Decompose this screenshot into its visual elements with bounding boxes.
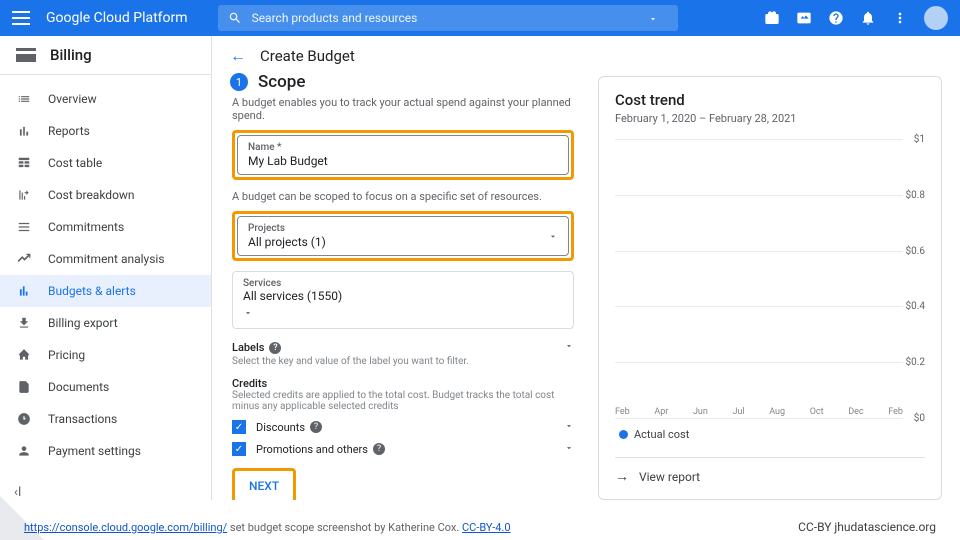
nav-pricing[interactable]: Pricing [0, 339, 211, 371]
legend-label: Actual cost [634, 428, 689, 441]
search-box[interactable] [218, 5, 678, 31]
nav-documents[interactable]: Documents [0, 371, 211, 403]
page-title: Create Budget [260, 47, 355, 65]
nav-budgets-alerts[interactable]: Budgets & alerts [0, 275, 211, 307]
scope-title: Scope [258, 72, 305, 92]
view-report-link[interactable]: → View report [615, 457, 925, 485]
services-dropdown[interactable]: Services All services (1550) [232, 271, 574, 329]
chart-title: Cost trend [615, 91, 925, 109]
nav-commitment-analysis[interactable]: Commitment analysis [0, 243, 211, 275]
sidebar-header: Billing [0, 36, 211, 75]
top-icons [764, 6, 948, 30]
services-value: All services (1550) [243, 289, 563, 303]
help-icon[interactable]: ? [373, 443, 385, 455]
menu-icon[interactable] [12, 11, 30, 25]
search-dropdown-icon[interactable] [648, 9, 668, 28]
next-button[interactable]: NEXT [237, 473, 291, 499]
chevron-down-icon [564, 443, 574, 456]
name-field-highlight: Name * My Lab Budget [232, 130, 574, 180]
footer-caption: set budget scope screenshot by Katherine… [230, 521, 462, 534]
cost-trend-panel: Cost trend February 1, 2020 – February 2… [598, 76, 942, 500]
search-icon [228, 11, 242, 25]
name-field[interactable]: Name * My Lab Budget [237, 135, 569, 175]
chevron-down-icon [564, 341, 574, 354]
bell-icon[interactable] [860, 10, 876, 26]
nav-payment-settings[interactable]: Payment settings [0, 435, 211, 467]
credit-discounts-label: Discounts [256, 421, 305, 434]
projects-dropdown[interactable]: Projects All projects (1) [237, 216, 569, 256]
credits-label: Credits [232, 377, 267, 390]
nav-transactions[interactable]: Transactions [0, 403, 211, 435]
legend-dot [619, 430, 628, 439]
footer-license[interactable]: CC-BY-4.0 [462, 521, 511, 534]
scope-desc1: A budget enables you to track your actua… [232, 96, 574, 122]
credit-discounts-row[interactable]: Discounts ? [232, 416, 574, 438]
help-icon[interactable]: ? [310, 421, 322, 433]
nav-cost-table[interactable]: Cost table [0, 147, 211, 179]
step-number: 1 [230, 73, 248, 91]
footer-attrib: CC-BY jhudatascience.org [798, 520, 936, 534]
avatar[interactable] [924, 6, 948, 30]
chart-range: February 1, 2020 – February 28, 2021 [615, 112, 925, 125]
scope-panel: 1 Scope A budget enables you to track yo… [230, 72, 574, 500]
footer: https://console.cloud.google.com/billing… [0, 520, 960, 534]
sidebar-title: Billing [50, 46, 92, 64]
credit-promotions-label: Promotions and others [256, 443, 368, 456]
help-icon[interactable] [828, 10, 844, 26]
x-axis: Feb Apr Jun Jul Aug Oct Dec Feb [615, 407, 903, 417]
credits-help: Selected credits are applied to the tota… [232, 390, 574, 412]
console-icon[interactable] [796, 10, 812, 26]
search-input[interactable] [252, 11, 648, 25]
top-bar: Google Cloud Platform [0, 0, 960, 36]
cost-trend-chart: $1 $0.8 $0.6 $0.4 $0.2 $0 Feb Apr Jun Ju… [615, 139, 925, 449]
checkbox-icon[interactable] [232, 420, 246, 434]
brand-label: Google Cloud Platform [46, 10, 188, 26]
scope-desc2: A budget can be scoped to focus on a spe… [232, 190, 574, 203]
billing-icon [16, 48, 36, 62]
chevron-down-icon [243, 303, 253, 322]
name-value: My Lab Budget [248, 154, 558, 168]
content-header: ← Create Budget [212, 36, 960, 72]
help-icon[interactable]: ? [269, 342, 281, 354]
nav-billing-export[interactable]: Billing export [0, 307, 211, 339]
arrow-right-icon: → [615, 468, 629, 485]
credits-label-row: Credits [232, 377, 574, 390]
next-highlight: NEXT [232, 468, 296, 500]
credit-promotions-row[interactable]: Promotions and others ? [232, 438, 574, 460]
back-arrow-icon[interactable]: ← [230, 46, 246, 66]
nav-cost-breakdown[interactable]: Cost breakdown [0, 179, 211, 211]
chevron-down-icon [564, 421, 574, 434]
name-label: Name * [248, 142, 558, 153]
projects-field-highlight: Projects All projects (1) [232, 211, 574, 261]
nav-commitments[interactable]: Commitments [0, 211, 211, 243]
gift-icon[interactable] [764, 10, 780, 26]
nav-reports[interactable]: Reports [0, 115, 211, 147]
chart-legend: Actual cost [619, 428, 689, 441]
projects-label: Projects [248, 223, 558, 234]
services-label: Services [243, 278, 563, 289]
footer-url[interactable]: https://console.cloud.google.com/billing… [24, 521, 227, 534]
labels-row[interactable]: Labels ? [232, 341, 574, 354]
chevron-down-icon [548, 227, 558, 246]
more-icon[interactable] [892, 10, 908, 26]
checkbox-icon[interactable] [232, 442, 246, 456]
sidebar: Billing Overview Reports Cost table Cost… [0, 36, 212, 500]
labels-label: Labels [232, 341, 264, 354]
nav-overview[interactable]: Overview [0, 83, 211, 115]
labels-help: Select the key and value of the label yo… [232, 356, 574, 367]
projects-value: All projects (1) [248, 235, 558, 249]
